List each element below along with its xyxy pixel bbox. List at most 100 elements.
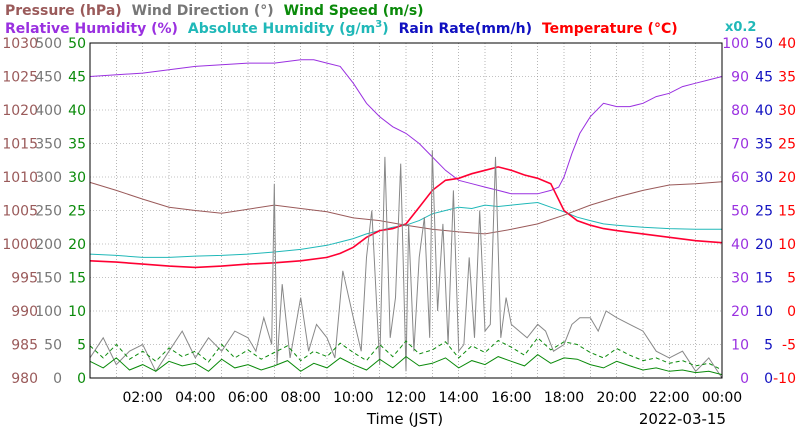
right-axis-tick-label: 60 xyxy=(731,170,749,186)
left-axis-tick-label: 15 xyxy=(68,271,86,287)
right-axis-tick-label: 20 xyxy=(778,170,796,186)
left-axis-tick-label: 10 xyxy=(68,304,86,320)
legend-scale-note: x0.2 xyxy=(725,20,756,35)
right-axis-tick-label: 10 xyxy=(755,304,773,320)
legend-entry: Wind Direction (°) xyxy=(132,3,274,19)
right-axis-tick-label: 15 xyxy=(755,271,773,287)
left-axis-tick-label: 50 xyxy=(44,338,62,354)
right-axis-tick-label: 20 xyxy=(755,237,773,253)
right-axis-tick-label: 50 xyxy=(731,204,749,220)
right-axis-tick-label: 35 xyxy=(755,137,773,153)
left-axis-tick-label: 1005 xyxy=(2,204,38,220)
left-axis-tick-label: 0 xyxy=(77,371,86,387)
legend-entry: Rain Rate(mm/h) xyxy=(399,21,532,37)
right-axis-tick-label: 45 xyxy=(755,70,773,86)
left-axis-tick-label: 1015 xyxy=(2,137,38,153)
series-line xyxy=(89,150,723,379)
left-axis-tick-label: 1000 xyxy=(2,237,38,253)
right-axis-tick-label: 80 xyxy=(731,103,749,119)
series-line xyxy=(89,201,722,258)
right-axis-tick-label: 15 xyxy=(778,204,796,220)
left-axis-tick-label: 1020 xyxy=(2,103,38,119)
left-axis-tick-label: 995 xyxy=(11,271,38,287)
right-axis-tick-label: 5 xyxy=(787,271,796,287)
series-line xyxy=(89,166,723,269)
x-tick-label: 18:00 xyxy=(544,390,584,406)
left-axis-tick-label: 250 xyxy=(35,204,62,220)
left-axis-tick-label: 40 xyxy=(68,103,86,119)
right-axis-tick-label: 0 xyxy=(740,371,749,387)
right-axis-tick-label: 10 xyxy=(778,237,796,253)
right-axis-tick-label: 20 xyxy=(731,304,749,320)
right-axis-tick-label: 30 xyxy=(778,103,796,119)
x-tick-label: 22:00 xyxy=(649,390,689,406)
right-axis-tick-label: 70 xyxy=(731,137,749,153)
right-axis-tick-label: 25 xyxy=(755,204,773,220)
series-layer xyxy=(89,59,723,379)
x-tick-label: 12:00 xyxy=(386,390,426,406)
right-axis-tick-label: 5 xyxy=(764,338,773,354)
right-axis-tick-label: 40 xyxy=(731,237,749,253)
left-axis-tick-label: 35 xyxy=(68,137,86,153)
series-line xyxy=(89,181,723,235)
x-tick-label: 04:00 xyxy=(175,390,215,406)
left-axis-tick-label: 350 xyxy=(35,137,62,153)
right-axis-tick-label: 30 xyxy=(731,271,749,287)
right-axis-tick-label: -5 xyxy=(782,338,796,354)
right-axes: 1009080706050403020100504540353025201510… xyxy=(722,36,796,387)
left-axis-tick-label: 450 xyxy=(35,70,62,86)
right-axis-tick-label: 35 xyxy=(778,70,796,86)
legend-entry: Pressure (hPa) xyxy=(5,3,122,19)
left-axis-tick-label: 1025 xyxy=(2,70,38,86)
right-axis-tick-label: 30 xyxy=(755,170,773,186)
legend-entry: Absolute Humidity (g/m3) xyxy=(188,19,389,37)
left-axis-tick-label: 50 xyxy=(68,36,86,52)
left-axis-tick-label: 0 xyxy=(53,371,62,387)
left-axis-tick-label: 500 xyxy=(35,36,62,52)
left-axis-tick-label: 980 xyxy=(11,371,38,387)
right-axis-tick-label: 10 xyxy=(731,338,749,354)
left-axis-tick-label: 100 xyxy=(35,304,62,320)
right-axis-tick-label: 0 xyxy=(764,371,773,387)
x-axis-label: Time (JST) xyxy=(366,410,443,428)
right-axis-tick-label: 40 xyxy=(778,36,796,52)
right-axis-tick-label: 90 xyxy=(731,70,749,86)
series-line xyxy=(89,337,723,371)
x-tick-label: 20:00 xyxy=(596,390,636,406)
x-tick-label: 06:00 xyxy=(228,390,268,406)
legend-entry: Relative Humidity (%) xyxy=(5,21,178,37)
x-tick-label: 08:00 xyxy=(280,390,320,406)
right-axis-tick-label: 40 xyxy=(755,103,773,119)
x-tick-label: 14:00 xyxy=(438,390,478,406)
left-axis-tick-label: 5 xyxy=(77,338,86,354)
legend-row-2: Relative Humidity (%) Absolute Humidity (… xyxy=(5,19,756,37)
left-axis-tick-label: 25 xyxy=(68,204,86,220)
left-axis-tick-label: 985 xyxy=(11,338,38,354)
right-axis-tick-label: 50 xyxy=(755,36,773,52)
left-axis-tick-label: 30 xyxy=(68,170,86,186)
date-label: 2022-03-15 xyxy=(639,410,726,428)
left-axes: 1030102510201015101010051000995990985980… xyxy=(2,36,86,387)
legend-entry: Temperature (°C) xyxy=(542,21,678,37)
right-axis-tick-label: 0 xyxy=(787,304,796,320)
left-axis-tick-label: 400 xyxy=(35,103,62,119)
x-tick-label: 16:00 xyxy=(491,390,531,406)
x-tick-label: 00:00 xyxy=(702,390,742,406)
series-line xyxy=(89,59,723,195)
left-axis-tick-label: 200 xyxy=(35,237,62,253)
series-line xyxy=(89,353,723,376)
x-axis-ticks: 02:00 04:00 06:00 08:00 10:00 12:00 14:00 16:00… xyxy=(122,390,742,406)
x-tick-label: 02:00 xyxy=(122,390,162,406)
right-axis-tick-label: 25 xyxy=(778,137,796,153)
legend-entry: Wind Speed (m/s) xyxy=(284,3,424,19)
grid xyxy=(90,43,722,378)
x-tick-label: 10:00 xyxy=(333,390,373,406)
right-axis-tick-label: 100 xyxy=(722,36,749,52)
left-axis-tick-label: 1030 xyxy=(2,36,38,52)
left-axis-tick-label: 990 xyxy=(11,304,38,320)
legend-row-1: Pressure (hPa) Wind Direction (°) Wind Spe… xyxy=(5,3,424,19)
plot-frame xyxy=(89,42,723,379)
left-axis-tick-label: 150 xyxy=(35,271,62,287)
left-axis-tick-label: 20 xyxy=(68,237,86,253)
